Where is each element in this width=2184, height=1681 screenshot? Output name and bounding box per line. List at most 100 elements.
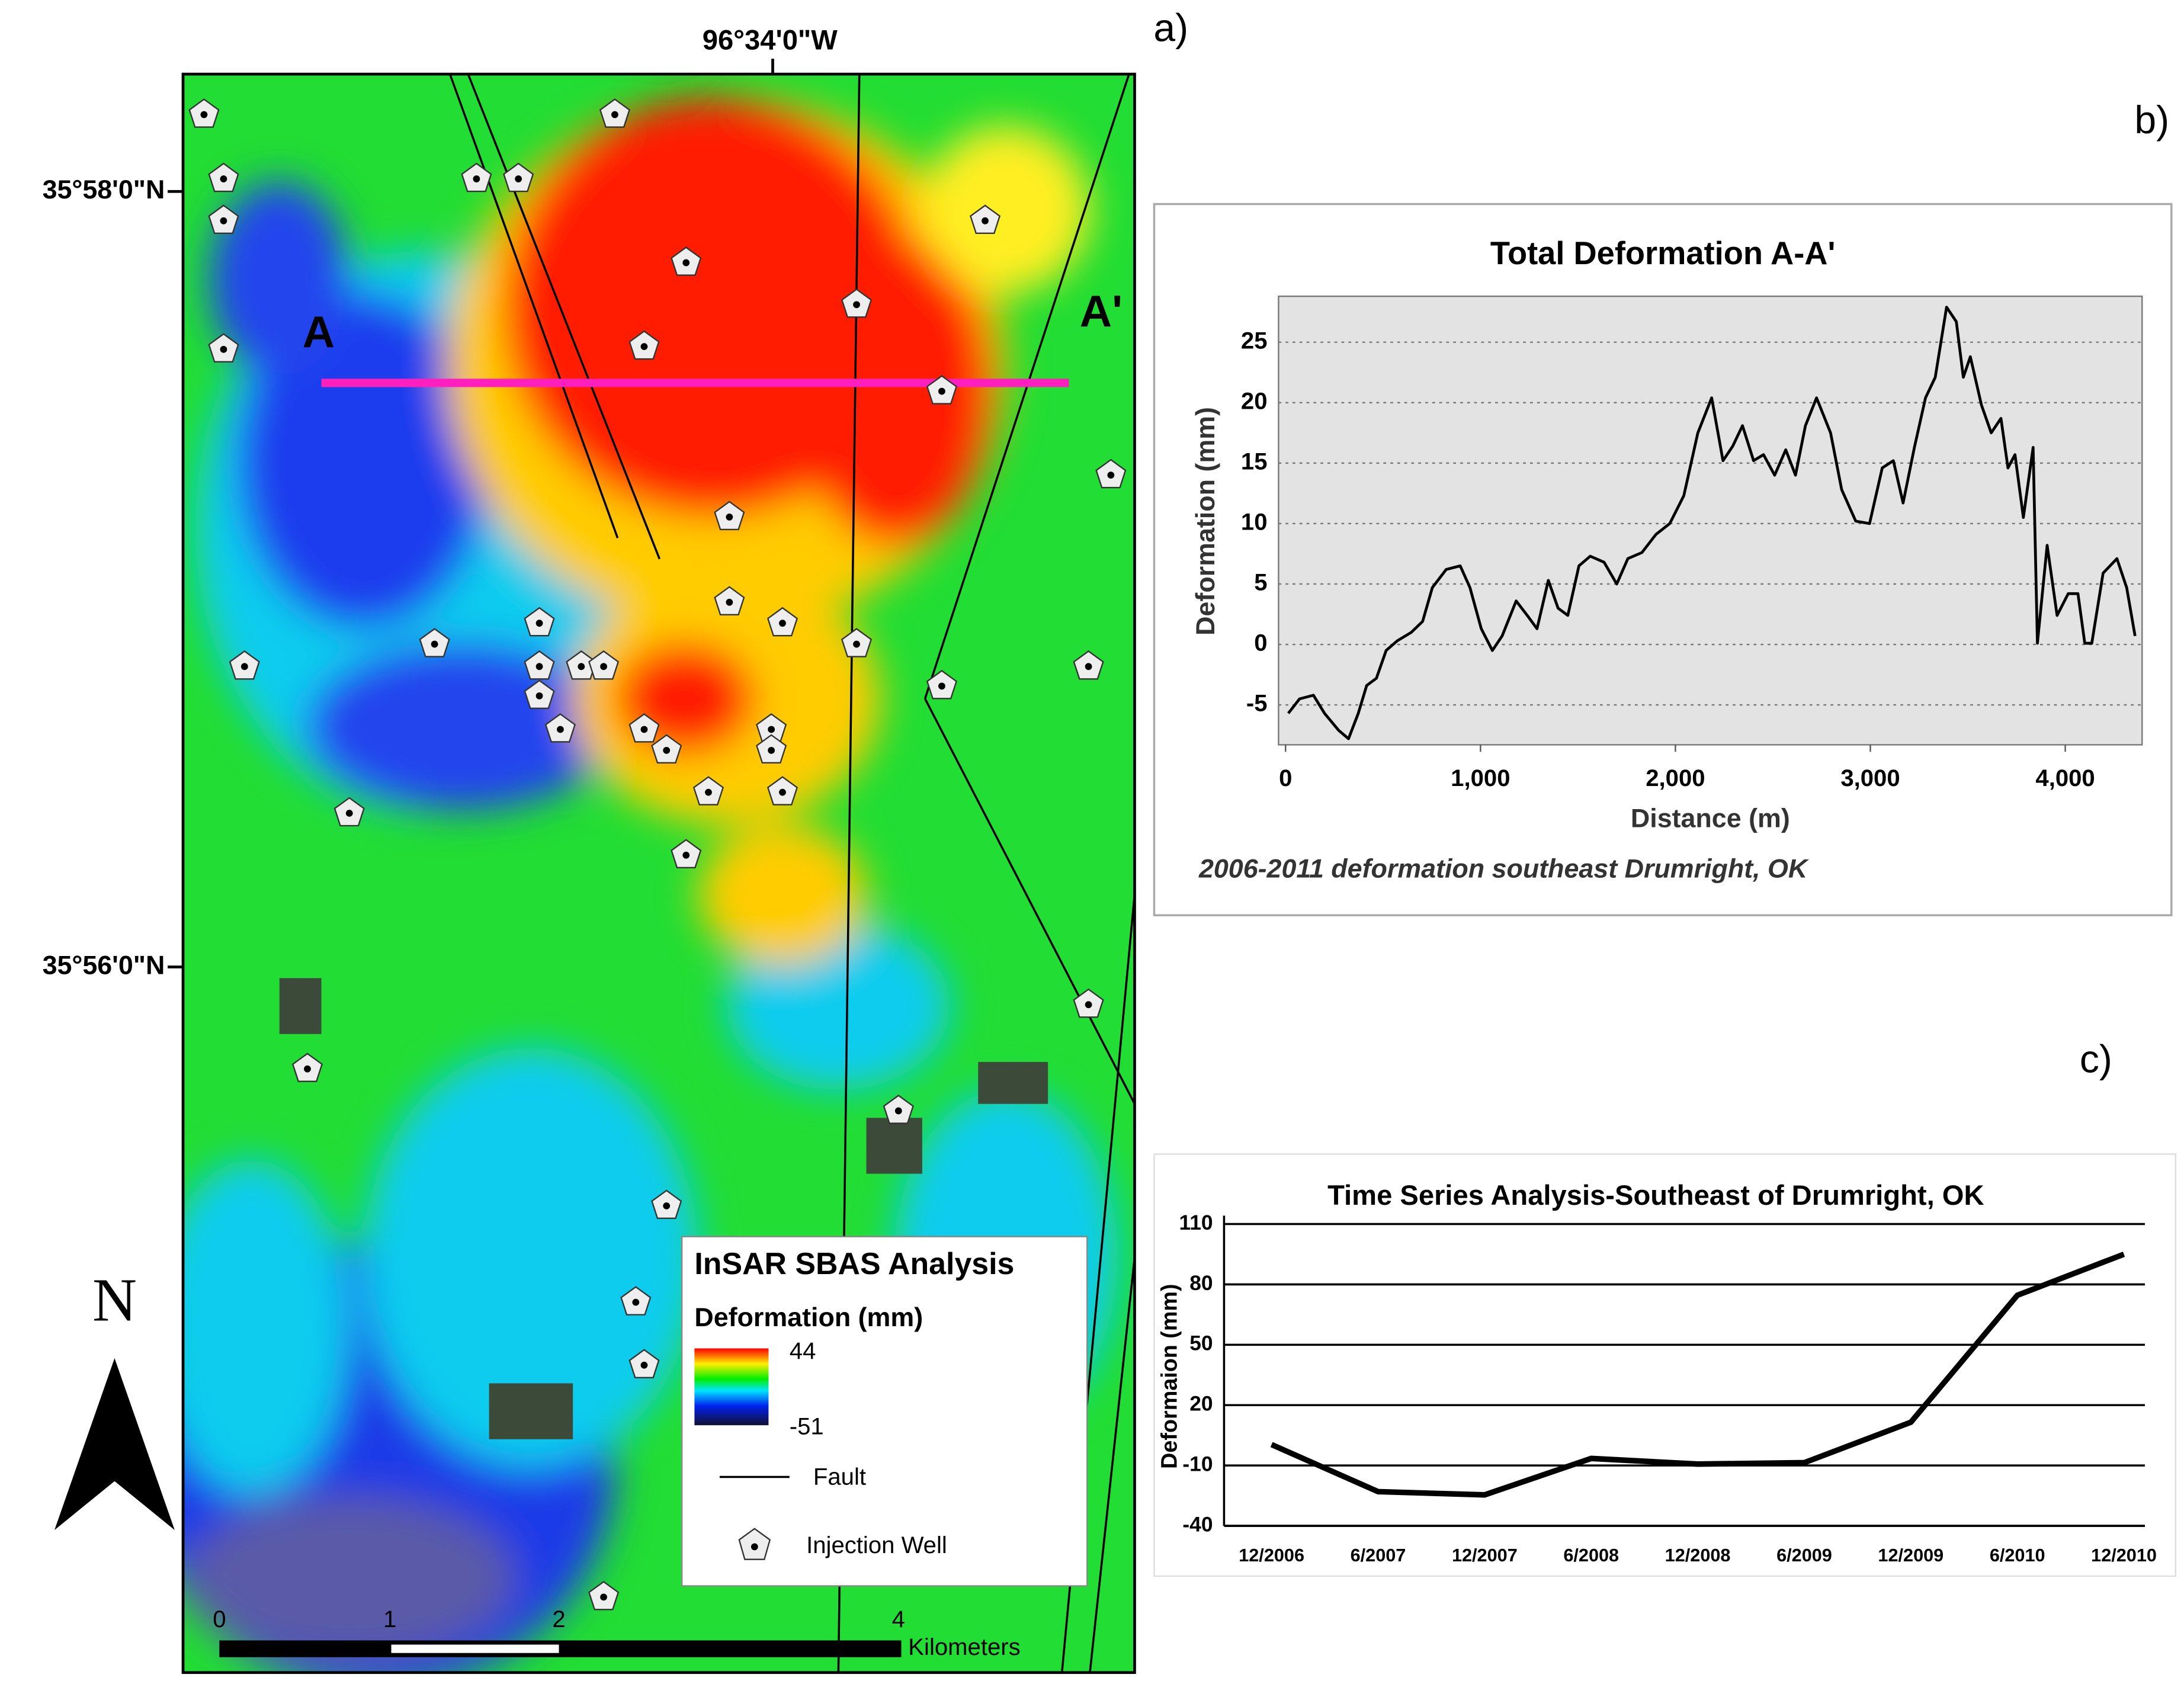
ramp-min: -51 [790,1414,824,1440]
injection-well-dot [853,301,860,309]
north-label: N [92,1267,137,1334]
injection-well-dot [1085,1001,1092,1009]
legend-well-label: Injection Well [806,1532,947,1558]
wells [188,98,1127,1611]
injection-well-dot [663,746,671,754]
y-tick-label: 15 [1241,448,1268,474]
y-tick-label: -40 [1182,1513,1213,1536]
map-raster [183,74,1135,1673]
chart-title: Total Deformation A-A' [1490,236,1835,271]
north-arrow [54,1358,175,1531]
data-line [1270,1252,2125,1498]
injection-well-dot [726,514,733,521]
x-tick-label: 1,000 [1451,765,1510,791]
scale-label: 4 [892,1606,905,1632]
lon-label: 96°34'0"W [703,24,838,55]
x-tick-label: 6/2007 [1351,1545,1406,1565]
injection-well-dot [640,726,648,733]
y-tick-label: 0 [1254,630,1267,656]
x-axis-label: Distance (m) [1631,804,1790,833]
scale-unit: Kilometers [908,1634,1020,1660]
x-tick-label: 6/2009 [1776,1545,1832,1565]
panel-label: a) [1153,5,1188,49]
injection-well-dot [894,1107,902,1115]
scale-bar-segment [391,1644,559,1653]
caption: 2006-2011 deformation southeast Drumrigh… [1198,854,1810,884]
lat-label: 35°56'0"N [43,950,165,980]
injection-well-dot [938,682,945,690]
x-tick-label: 4,000 [2035,765,2095,791]
y-tick-label: -10 [1182,1452,1213,1475]
scale-label: 0 [213,1606,226,1632]
x-tick-label: 12/2009 [1878,1545,1944,1565]
chart-title: Time Series Analysis-Southeast of Drumri… [1327,1179,1984,1211]
injection-well-dot [632,1298,640,1306]
x-tick-label: 12/2010 [2091,1545,2157,1565]
injection-well-dot [726,598,733,606]
injection-well-dot [557,726,564,733]
injection-well-dot [345,810,353,817]
panel-label: c) [2080,1037,2112,1080]
legend-well-dot [751,1543,758,1551]
x-tick-label: 6/2010 [1990,1545,2045,1565]
injection-well-dot [220,217,227,224]
y-tick-label: 10 [1241,509,1268,535]
injection-well-dot [640,343,648,351]
injection-well-dot [663,1202,671,1210]
injection-well-dot [640,1361,648,1369]
injection-well-dot [853,640,860,648]
lat-label: 35°58'0"N [43,175,165,204]
scale-label: 1 [383,1606,396,1632]
injection-well-dot [515,175,522,182]
profile-end: A' [1080,286,1123,336]
injection-well-dot [600,1593,607,1601]
panel-label: b) [2134,98,2169,142]
scale-label: 2 [552,1606,565,1632]
injection-well-dot [535,692,543,700]
injection-well-dot [682,259,690,267]
injection-well-dot [682,851,690,859]
profile-start: A [303,307,335,357]
chart-frame [1153,1153,2177,1577]
injection-well-dot [473,175,480,182]
x-tick-label: 6/2008 [1563,1545,1619,1565]
injection-well-dot [982,217,989,224]
y-tick-label: 5 [1254,570,1267,596]
x-tick-label: 3,000 [1840,765,1900,791]
injection-well-dot [779,788,786,796]
injection-well-dot [220,345,227,353]
injection-well-dot [768,746,775,754]
x-tick-label: 12/2008 [1665,1545,1731,1565]
data-line [1287,306,2137,740]
injection-well-dot [200,111,208,118]
y-tick-label: 25 [1241,328,1268,354]
injection-well-dot [1085,663,1092,671]
x-tick-label: 0 [1279,765,1292,791]
y-axis-label: Deformation (mm) [1191,407,1220,636]
injection-well-dot [578,663,585,671]
y-tick-label: -5 [1246,691,1268,717]
ramp-max: 44 [790,1338,816,1364]
injection-well-dot [240,663,248,671]
map-frame [181,72,1136,1674]
injection-well-dot [1107,471,1115,479]
y-tick-label: 20 [1189,1393,1213,1416]
y-tick-label: 110 [1179,1211,1213,1234]
x-tick-label: 12/2006 [1239,1545,1304,1565]
legend-fault-label: Fault [813,1464,866,1490]
y-tick-label: 50 [1189,1332,1213,1355]
injection-well-dot [535,663,543,671]
x-tick-label: 12/2007 [1452,1545,1518,1565]
injection-well-dot [600,663,607,671]
scale-bar [219,1640,902,1657]
y-tick-label: 80 [1189,1272,1213,1295]
injection-well-dot [705,788,712,796]
y-tick-label: 20 [1241,388,1268,414]
x-tick-label: 2,000 [1646,765,1705,791]
y-axis-label: Deformaion (mm) [1157,1284,1182,1468]
injection-well-dot [535,620,543,627]
legend-subtitle: Deformation (mm) [694,1303,923,1332]
injection-well-dot [431,640,438,648]
